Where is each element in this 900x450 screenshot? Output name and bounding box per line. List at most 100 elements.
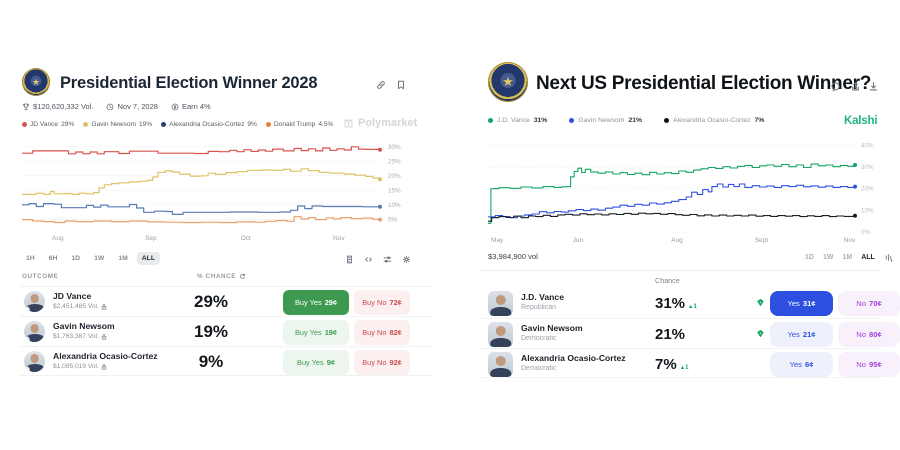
- chance-value: 31% ▲1: [655, 295, 697, 312]
- legend-value: 7%: [754, 117, 765, 124]
- legend-label: Donald Trump: [273, 121, 316, 128]
- avatar: [24, 291, 45, 312]
- legend-dot: [265, 122, 271, 127]
- buy-yes-button[interactable]: Buy Yes 9¢: [283, 350, 349, 375]
- clock-badge-icon: [24, 336, 30, 342]
- outcome-volume: $2,451,485 Vol.: [53, 303, 107, 310]
- refresh-icon[interactable]: [239, 273, 246, 280]
- legend-item-aoc[interactable]: Alexandria Ocasio-Cortez 7%: [664, 117, 764, 124]
- yes-button[interactable]: Yes 31¢: [770, 291, 833, 316]
- comment-icon[interactable]: [830, 81, 841, 92]
- download-icon[interactable]: [868, 81, 879, 92]
- news-icon[interactable]: [345, 255, 354, 264]
- chart-type-icon[interactable]: [884, 253, 893, 262]
- market-title: Next US Presidential Election Winner?: [536, 73, 872, 94]
- avatar: [24, 321, 45, 342]
- polymarket-price-chart[interactable]: 5% 10% 15% 20% 25% 30% Aug Sep Oct Nov: [20, 136, 432, 244]
- legend-item-vance[interactable]: J.D. Vance 31%: [488, 117, 547, 124]
- no-button[interactable]: No 70¢: [838, 291, 900, 316]
- chance-value: 7% ▲1: [655, 356, 689, 373]
- trophy-icon: [22, 103, 30, 111]
- timerange-1m[interactable]: 1M: [842, 254, 853, 261]
- outcome-party: Democratic: [521, 365, 557, 372]
- svg-text:May: May: [491, 237, 504, 244]
- outcome-row-newsom: Gavin Newsom Democratic 21% Yes 21¢ No 80¢: [480, 318, 900, 348]
- buy-yes-button[interactable]: Buy Yes 19¢: [283, 320, 349, 345]
- timerange-1m[interactable]: 1M: [118, 255, 128, 262]
- outcome-row-vance: JD Vance $2,451,485 Vol. 29% Buy Yes 29¢ …: [20, 286, 432, 316]
- polymarket-brand-text: Polymarket: [358, 117, 418, 129]
- timerange-bar: 1H 6H 1D 1W 1M ALL: [21, 252, 160, 265]
- kalshi-panel: Next US Presidential Election Winner? J.…: [460, 60, 900, 390]
- timerange-1d[interactable]: 1D: [71, 255, 81, 262]
- timerange-all[interactable]: ALL: [861, 254, 875, 261]
- kalshi-price-chart[interactable]: 0% 10% 20% 30% 40% May Jun Aug Sept Nov: [480, 132, 885, 244]
- legend-value: 21%: [628, 117, 643, 124]
- embed-code-icon[interactable]: [364, 255, 373, 264]
- presidential-seal-icon: [488, 62, 528, 102]
- no-button[interactable]: No 95¢: [838, 352, 900, 377]
- outcome-row-newsom: Gavin Newsom $1,763,387 Vol. 19% Buy Yes…: [20, 316, 432, 346]
- filters-icon[interactable]: [383, 255, 392, 264]
- timerange-1w[interactable]: 1W: [94, 255, 105, 262]
- outcome-table-header: OUTCOME % CHANCE: [22, 273, 432, 280]
- chance-value: 29%: [193, 292, 229, 311]
- yes-button[interactable]: Yes 6¢: [770, 352, 833, 377]
- outcome-row-aoc: Alexandria Ocasio-Cortez Democratic 7% ▲…: [480, 348, 900, 378]
- timerange-1d[interactable]: 1D: [805, 254, 814, 261]
- gift-icon: [101, 333, 107, 340]
- svg-text:Oct: Oct: [241, 235, 251, 242]
- legend-item-aoc[interactable]: Alexandria Ocasio-Cortez 9%: [161, 121, 257, 128]
- no-button[interactable]: No 80¢: [838, 322, 900, 347]
- chart-legend: J.D. Vance 31% Gavin Newsom 21% Alexandr…: [488, 117, 764, 124]
- legend-dot: [22, 122, 27, 127]
- bookmark-icon[interactable]: [396, 80, 406, 90]
- clock-badge-icon: [24, 366, 30, 372]
- legend-item-vance[interactable]: JD Vance 29%: [22, 121, 74, 128]
- market-stats: $120,620,332 Vol. Nov 7, 2028 Earn 4%: [22, 102, 219, 111]
- share-icon[interactable]: [850, 81, 861, 92]
- avatar: [488, 352, 513, 377]
- chance-value: 19%: [193, 322, 229, 341]
- buy-no-button[interactable]: Buy No 82¢: [354, 320, 410, 345]
- timerange-1h[interactable]: 1H: [26, 255, 35, 262]
- presidential-seal-icon: [22, 68, 50, 96]
- legend-dot: [161, 122, 167, 127]
- delta-up-indicator: ▲1: [688, 304, 697, 310]
- gift-icon: [101, 303, 107, 310]
- timerange-1w[interactable]: 1W: [822, 254, 834, 261]
- legend-item-newsom[interactable]: Gavin Newsom 21%: [569, 117, 642, 124]
- svg-text:Aug: Aug: [671, 237, 683, 244]
- legend-item-newsom[interactable]: Gavin Newsom 19%: [83, 121, 152, 128]
- svg-text:Sept: Sept: [755, 237, 769, 244]
- legend-label: Gavin Newsom: [91, 121, 137, 128]
- svg-text:10%: 10%: [861, 207, 874, 214]
- svg-text:Nov: Nov: [844, 237, 856, 244]
- delta-up-indicator: ▲1: [679, 365, 689, 371]
- svg-text:Nov: Nov: [333, 235, 345, 242]
- clock-badge-icon: [24, 306, 30, 312]
- buy-yes-button[interactable]: Buy Yes 29¢: [283, 290, 349, 315]
- settings-gear-icon[interactable]: [402, 255, 411, 264]
- legend-value: 4.5%: [318, 121, 334, 128]
- legend-value: 9%: [247, 121, 257, 128]
- yes-button[interactable]: Yes 21¢: [770, 322, 833, 347]
- volume-stat: $120,620,332 Vol.: [33, 102, 94, 111]
- legend-value: 19%: [139, 121, 153, 128]
- svg-text:0%: 0%: [861, 229, 871, 236]
- outcome-column-header: OUTCOME: [22, 273, 59, 280]
- gift-icon: [101, 363, 107, 370]
- polymarket-logo-icon: [344, 119, 353, 127]
- buy-no-button[interactable]: Buy No 72¢: [354, 290, 410, 315]
- legend-item-trump[interactable]: Donald Trump 4.5%: [265, 121, 334, 128]
- timerange-6h[interactable]: 6H: [48, 255, 58, 262]
- outcome-volume: $1,085,019 Vol.: [53, 363, 107, 370]
- kalshi-brand-logo: Kalshi: [844, 115, 878, 127]
- legend-dot: [569, 118, 575, 123]
- svg-text:25%: 25%: [388, 158, 401, 165]
- earn-stat: Earn 4%: [181, 102, 211, 111]
- buy-no-button[interactable]: Buy No 92¢: [354, 350, 410, 375]
- link-icon[interactable]: [376, 80, 386, 90]
- timerange-all[interactable]: ALL: [136, 252, 160, 265]
